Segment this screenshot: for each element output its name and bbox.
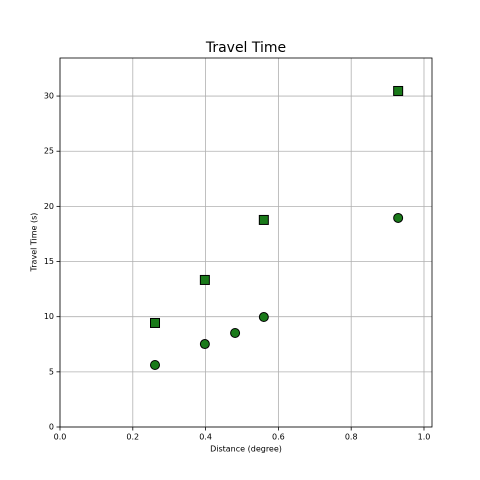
circle-point: [230, 328, 241, 339]
x-tick-label: 0.4: [199, 433, 212, 442]
square-point: [258, 214, 269, 225]
y-tick-label: 5: [49, 367, 54, 376]
square-point: [199, 274, 210, 285]
x-tick-label: 0.8: [345, 433, 358, 442]
y-tick-label: 25: [44, 147, 54, 156]
circle-point: [150, 360, 161, 371]
square-point: [393, 85, 404, 96]
x-tick-label: 1.0: [418, 433, 431, 442]
circle-point: [393, 212, 404, 223]
y-axis-label: Travel Time (s): [30, 213, 39, 273]
x-axis-label: Distance (degree): [210, 445, 282, 454]
y-tick-label: 10: [44, 312, 54, 321]
y-tick-label: 15: [44, 257, 54, 266]
x-tick-label: 0.2: [126, 433, 139, 442]
y-tick-label: 30: [44, 92, 54, 101]
x-tick-label: 0.0: [54, 433, 67, 442]
circle-point: [258, 312, 269, 323]
circle-point: [199, 339, 210, 350]
y-tick-label: 0: [49, 423, 54, 432]
chart-title: Travel Time: [205, 40, 286, 56]
plot-frame: [59, 57, 433, 428]
x-tick-label: 0.6: [272, 433, 285, 442]
y-tick-label: 20: [44, 202, 54, 211]
square-point: [150, 317, 161, 328]
